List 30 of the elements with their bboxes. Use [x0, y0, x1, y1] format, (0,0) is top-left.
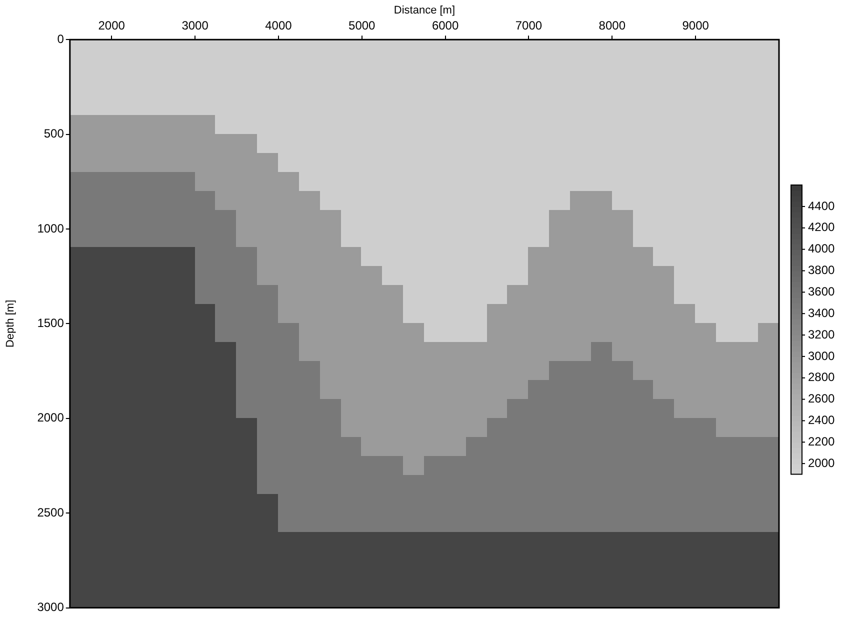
- x-axis-title: Distance [m]: [394, 4, 456, 17]
- y-tick-label: 500: [44, 126, 64, 141]
- color-bar-label: 3600: [808, 284, 836, 298]
- color-bar-label: 3800: [808, 263, 836, 278]
- color-bar-label: 2400: [808, 413, 836, 428]
- x-tick-label: 8000: [598, 18, 626, 33]
- y-tick-label: 2000: [37, 410, 64, 425]
- color-bar-label: 3000: [808, 348, 836, 363]
- y-tick-label: 1000: [37, 221, 64, 236]
- y-tick-label: 2500: [37, 505, 64, 520]
- x-tick-label: 3000: [182, 18, 209, 33]
- color-bar-label: 2000: [808, 456, 836, 470]
- x-tick-label: 4000: [265, 18, 292, 33]
- color-bar-label: 4400: [808, 198, 836, 213]
- x-tick-label: 7000: [515, 18, 542, 33]
- x-tick-label: 5000: [348, 18, 376, 33]
- x-tick-label: 9000: [682, 18, 710, 33]
- color-bar-label: 3400: [808, 306, 836, 320]
- x-tick-label: 2000: [98, 18, 126, 33]
- y-tick-label: 0: [57, 32, 64, 46]
- color-bar-label: 2800: [808, 370, 836, 384]
- y-tick-label: 1500: [37, 316, 64, 330]
- x-tick-label: 6000: [432, 18, 459, 33]
- y-axis-title: Depth [m]: [4, 300, 17, 348]
- color-bar-label: 4200: [808, 220, 836, 234]
- color-bar-label: 2200: [808, 434, 836, 448]
- color-bar-label: 3200: [808, 327, 836, 342]
- color-bar-label: 4000: [808, 242, 836, 256]
- y-tick-label: 3000: [37, 600, 64, 614]
- color-bar-label: 2600: [808, 392, 836, 406]
